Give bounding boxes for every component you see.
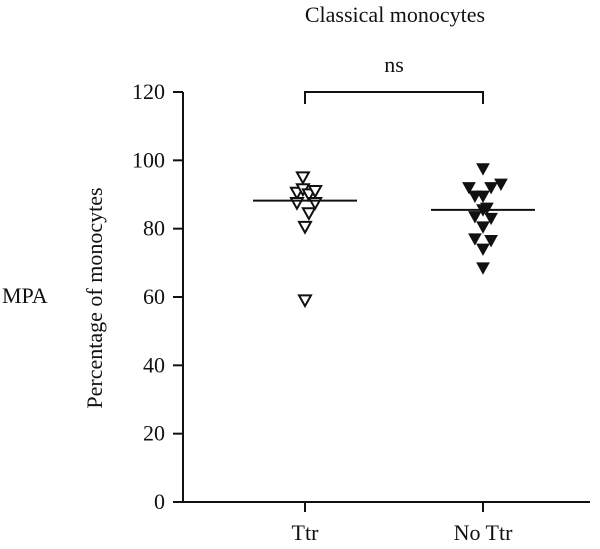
y-tick-label: 40 xyxy=(143,352,165,377)
filled-triangle-point xyxy=(476,190,490,203)
bracket-line xyxy=(304,91,484,104)
axes: 0 20 40 60 80 100 120 xyxy=(132,79,590,514)
filled-triangle-point xyxy=(476,163,490,176)
significance-bracket: ns xyxy=(304,52,484,104)
y-tick-label: 60 xyxy=(143,284,165,309)
open-triangle-point xyxy=(307,184,323,199)
filled-triangle-point xyxy=(484,182,498,195)
y-tick-label: 20 xyxy=(143,421,165,446)
y-tick-label: 100 xyxy=(132,147,165,172)
y-axis-label: Percentage of monocytes xyxy=(82,187,107,408)
open-triangle-point xyxy=(295,171,311,186)
filled-triangle-point xyxy=(476,243,490,256)
filled-triangle-point xyxy=(476,221,490,234)
open-triangle-point xyxy=(301,207,317,222)
significance-label: ns xyxy=(384,52,404,77)
filled-triangle-point xyxy=(476,262,490,275)
side-label-mpa: MPA xyxy=(2,283,48,308)
x-tick-label: No Ttr xyxy=(454,520,514,545)
filled-triangle-point xyxy=(468,211,482,224)
open-triangle-point xyxy=(289,196,305,211)
filled-triangle-point xyxy=(494,178,508,191)
x-tick-label: Ttr xyxy=(292,520,320,545)
filled-triangle-point xyxy=(484,235,498,248)
filled-triangle-point xyxy=(462,182,476,195)
y-tick-label: 120 xyxy=(132,79,165,104)
y-tick-label: 80 xyxy=(143,216,165,241)
chart-title: Classical monocytes xyxy=(305,2,485,27)
filled-triangle-point xyxy=(480,202,494,215)
data-points xyxy=(253,163,535,309)
open-triangle-point xyxy=(307,196,323,211)
open-triangle-point xyxy=(297,220,313,235)
filled-triangle-point xyxy=(468,233,482,246)
open-triangle-point xyxy=(297,294,313,309)
y-tick-label: 0 xyxy=(154,489,165,514)
filled-triangle-point xyxy=(484,212,498,226)
x-tick-labels: Ttr No Ttr xyxy=(292,520,514,545)
